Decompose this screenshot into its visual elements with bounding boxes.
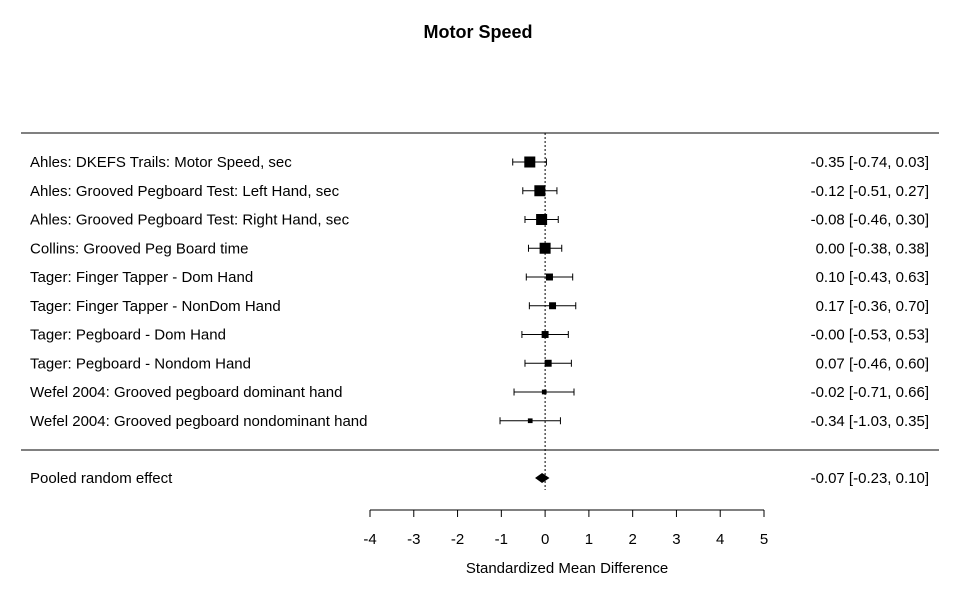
pooled-label: Pooled random effect [30,470,173,487]
x-axis: -4 -3 -2 -1 0 1 2 3 4 5 [363,509,768,548]
study-row: Wefel 2004: Grooved pegboard dominant ha… [30,384,929,401]
point-estimate [536,214,548,225]
study-label: Ahles: Grooved Pegboard Test: Right Hand… [30,212,350,229]
point-estimate [539,242,551,254]
point-estimate [541,331,549,338]
study-row: Ahles: DKEFS Trails: Motor Speed, sec -0.… [30,154,929,171]
study-label: Collins: Grooved Peg Board time [30,240,248,257]
x-tick-label: 1 [585,531,593,548]
study-label: Ahles: DKEFS Trails: Motor Speed, sec [30,154,292,171]
x-tick-label: 4 [716,531,724,548]
x-tick-label: 2 [628,531,636,548]
study-ci-text: -0.12 [-0.51, 0.27] [811,183,929,200]
study-label: Wefel 2004: Grooved pegboard dominant ha… [30,384,342,401]
pooled-layer: Pooled random effect -0.07 [-0.23, 0.10] [30,470,929,487]
study-ci-text: 0.00 [-0.38, 0.38] [816,240,929,257]
study-label: Tager: Pegboard - Dom Hand [30,327,226,344]
pooled-diamond [535,473,550,483]
study-label: Tager: Pegboard - Nondom Hand [30,355,251,372]
study-row: Tager: Finger Tapper - Dom Hand 0.10 [-0.… [30,269,929,286]
study-label: Tager: Finger Tapper - NonDom Hand [30,298,281,315]
study-ci-text: 0.10 [-0.43, 0.63] [816,269,929,286]
chart-title: Motor Speed [423,22,532,42]
study-ci-text: -0.35 [-0.74, 0.03] [811,154,929,171]
study-row: Ahles: Grooved Pegboard Test: Left Hand,… [30,183,929,200]
x-tick-label: 3 [672,531,680,548]
x-tick-label: -1 [495,531,508,548]
point-estimate [534,185,546,197]
study-row: Tager: Finger Tapper - NonDom Hand 0.17 [… [30,298,929,315]
point-estimate [527,418,533,424]
point-estimate [549,302,557,310]
x-tick-label: -3 [407,531,420,548]
study-ci-text: 0.07 [-0.46, 0.60] [816,355,929,372]
study-ci-text: 0.17 [-0.36, 0.70] [816,298,929,315]
point-estimate [541,389,547,395]
study-label: Ahles: Grooved Pegboard Test: Left Hand,… [30,183,340,200]
study-ci-text: -0.02 [-0.71, 0.66] [811,384,929,401]
study-label: Wefel 2004: Grooved pegboard nondominant… [30,413,367,430]
x-axis-label: Standardized Mean Difference [466,560,668,577]
x-tick-label: 5 [760,531,768,548]
x-tick-label: -2 [451,531,464,548]
x-tick-label: -4 [363,531,376,548]
point-estimate [524,156,536,168]
point-estimate [546,273,553,281]
study-row: Collins: Grooved Peg Board time 0.00 [-0.… [30,240,929,257]
study-label: Tager: Finger Tapper - Dom Hand [30,269,253,286]
study-row: Ahles: Grooved Pegboard Test: Right Hand… [30,212,929,229]
study-row: Tager: Pegboard - Nondom Hand 0.07 [-0.46… [30,355,929,372]
point-estimate [544,359,552,367]
pooled-ci-text: -0.07 [-0.23, 0.10] [811,470,929,487]
x-tick-label: 0 [541,531,549,548]
study-ci-text: -0.00 [-0.53, 0.53] [811,327,929,344]
study-ci-text: -0.34 [-1.03, 0.35] [811,413,929,430]
studies-layer: Ahles: DKEFS Trails: Motor Speed, sec -0.… [30,154,929,430]
study-row: Wefel 2004: Grooved pegboard nondominant… [30,413,929,430]
study-row: Tager: Pegboard - Dom Hand -0.00 [-0.53, … [30,327,929,344]
study-ci-text: -0.08 [-0.46, 0.30] [811,212,929,229]
